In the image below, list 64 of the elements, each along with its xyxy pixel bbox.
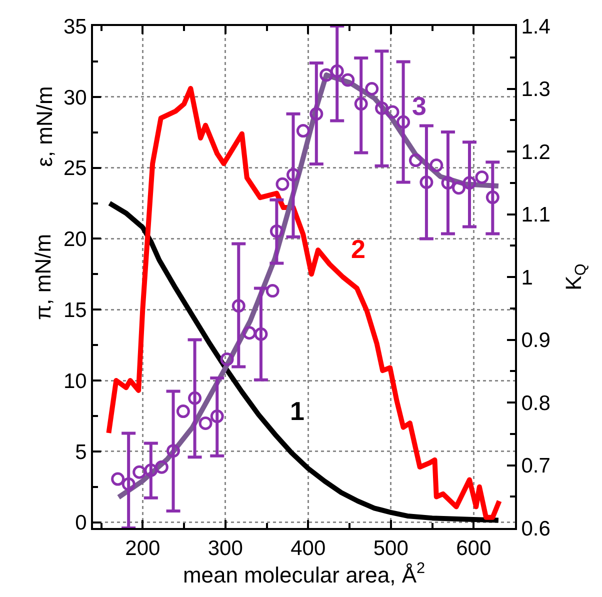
point (242, 326, 256, 340)
y-tick-label: 20 (63, 228, 87, 252)
point (296, 124, 310, 138)
y2-tick-label: 1 (521, 266, 533, 290)
point (198, 416, 212, 430)
point (188, 391, 202, 405)
x-axis-title: mean molecular area, Å$^{2}$ (182, 560, 426, 588)
series-label: 3 (412, 91, 426, 121)
point (320, 68, 334, 82)
point (132, 465, 146, 479)
series-label: 2 (351, 234, 366, 264)
point (254, 327, 268, 341)
series-label: 1 (290, 396, 304, 426)
point (276, 177, 290, 191)
y-tick-label: 15 (63, 298, 87, 322)
point (441, 176, 455, 190)
point (122, 477, 136, 491)
point (176, 404, 190, 418)
point (386, 105, 400, 119)
point (232, 299, 246, 313)
point (111, 472, 125, 486)
point (430, 158, 444, 172)
y-tick-label: 0 (75, 512, 87, 535)
x-tick-label: 400 (290, 537, 326, 560)
point (375, 101, 389, 115)
point (286, 168, 300, 182)
point (166, 444, 180, 458)
point (341, 73, 355, 87)
y2-tick-label: 1.4 (521, 15, 551, 38)
y2-tick-label: 1.2 (521, 140, 550, 164)
point (396, 115, 410, 129)
y-tick-label: 35 (63, 15, 87, 38)
x-tick-label: 200 (125, 537, 160, 560)
point (452, 181, 466, 195)
point (408, 154, 422, 168)
point (486, 190, 500, 204)
y2-tick-label: 1.3 (521, 78, 550, 102)
x-tick-label: 500 (373, 537, 408, 560)
y-tick-label: 5 (75, 440, 87, 464)
point (354, 97, 368, 111)
point (220, 352, 234, 366)
point (154, 460, 168, 474)
point (210, 410, 224, 424)
y2-tick-label: 0.6 (521, 517, 550, 540)
point (420, 176, 434, 189)
y-tick-label: 30 (63, 86, 87, 110)
point (270, 224, 284, 238)
x-tick-label: 600 (456, 537, 492, 560)
point (144, 464, 158, 478)
y-tick-label: 25 (63, 157, 87, 180)
point (266, 284, 280, 298)
point (330, 64, 344, 78)
point (462, 176, 476, 190)
point (310, 107, 324, 121)
text: ε, mN/m (32, 86, 58, 167)
y2-tick-label: 0.9 (521, 329, 550, 352)
y2-tick-label: 0.8 (521, 392, 550, 415)
y2-tick-label: 0.7 (521, 454, 550, 478)
point (365, 82, 379, 96)
y2-tick-label: 1.1 (521, 204, 550, 227)
x-tick-label: 300 (208, 537, 243, 560)
y-axis-title: π, mN/m (30, 234, 56, 320)
y-tick-label: 10 (63, 370, 87, 393)
point (475, 170, 489, 184)
